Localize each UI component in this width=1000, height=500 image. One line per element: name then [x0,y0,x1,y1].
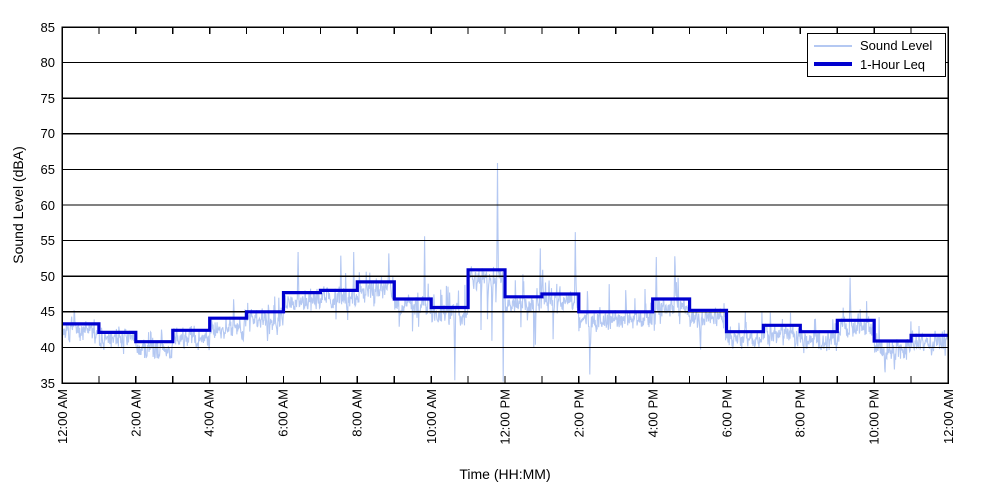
legend-item-sound-level: Sound Level [814,37,939,55]
y-tick-label-55: 55 [40,233,55,249]
y-tick-label-35: 35 [40,375,55,391]
y-tick-label-75: 75 [40,90,55,106]
series-1-hour-leq [62,268,948,344]
y-tick-label-45: 45 [40,304,55,320]
legend-line-sample-1-hour-leq [814,62,852,67]
x-axis-title: Time (HH:MM) [459,466,551,482]
y-tick-label-65: 65 [40,161,55,177]
y-tick-label-85: 85 [40,19,55,35]
legend-label-sound-level: Sound Level [860,38,933,54]
legend-line-sample-sound-level [814,44,852,47]
y-tick-label-50: 50 [40,268,55,284]
legend-label-1-hour-leq: 1-Hour Leq [860,56,926,72]
y-tick-label-40: 40 [40,339,55,355]
legend-item-1-hour-leq: 1-Hour Leq [814,55,939,73]
y-tick-label-80: 80 [40,55,55,71]
y-tick-label-60: 60 [40,197,55,213]
legend: Sound Level 1-Hour Leq [807,33,946,77]
y-tick-label-70: 70 [40,126,55,142]
